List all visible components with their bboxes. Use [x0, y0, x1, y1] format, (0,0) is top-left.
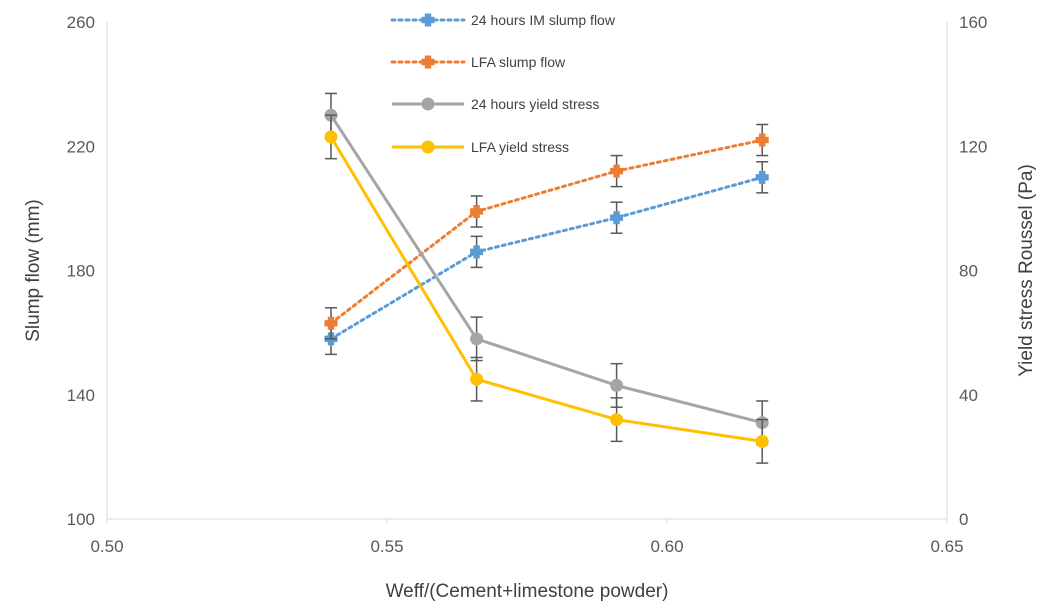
legend-marker [421, 97, 435, 111]
y-tick-label-left: 260 [67, 13, 95, 32]
y-tick-label-left: 220 [67, 137, 95, 156]
x-tick-label: 0.50 [90, 537, 123, 556]
legend-label: LFA slump flow [471, 54, 566, 70]
data-point [755, 434, 769, 448]
data-point [470, 204, 484, 218]
y-tick-label-left: 140 [67, 386, 95, 405]
x-tick-label: 0.55 [370, 537, 403, 556]
y-tick-label-left: 180 [67, 262, 95, 281]
y-tick-label-right: 0 [959, 510, 968, 529]
data-point [610, 211, 624, 225]
legend-marker [421, 13, 435, 27]
x-tick-label: 0.60 [650, 537, 683, 556]
y-tick-label-left: 100 [67, 510, 95, 529]
data-point [470, 332, 484, 346]
series-line [329, 114, 763, 425]
x-axis-title: Weff/(Cement+limestone powder) [386, 581, 669, 602]
data-point [324, 130, 338, 144]
series-3 [325, 114, 769, 464]
y-tick-label-right: 160 [959, 13, 987, 32]
y-tick-label-right: 80 [959, 262, 978, 281]
data-point [470, 245, 484, 259]
series-line [329, 136, 763, 443]
data-point [610, 164, 624, 178]
y-axis-title-left: Slump flow (mm) [23, 199, 44, 342]
series-0 [325, 161, 769, 356]
y-tick-label-right: 120 [959, 137, 987, 156]
data-point [610, 378, 624, 392]
legend-marker [421, 55, 435, 69]
data-point [610, 413, 624, 427]
series-1 [325, 123, 769, 340]
y-axis-title-right: Yield stress Roussel (Pa) [1016, 164, 1037, 377]
legend-label: 24 hours yield stress [471, 96, 599, 112]
data-point [470, 372, 484, 386]
data-point [755, 170, 769, 184]
legend-label: LFA yield stress [471, 139, 569, 155]
x-tick-label: 0.65 [930, 537, 963, 556]
data-point [324, 316, 338, 330]
series-line [329, 138, 764, 325]
legend-marker [421, 140, 435, 154]
y-tick-label-right: 40 [959, 386, 978, 405]
series-line [329, 175, 764, 341]
legend-label: 24 hours IM slump flow [471, 12, 616, 28]
data-point [755, 133, 769, 147]
